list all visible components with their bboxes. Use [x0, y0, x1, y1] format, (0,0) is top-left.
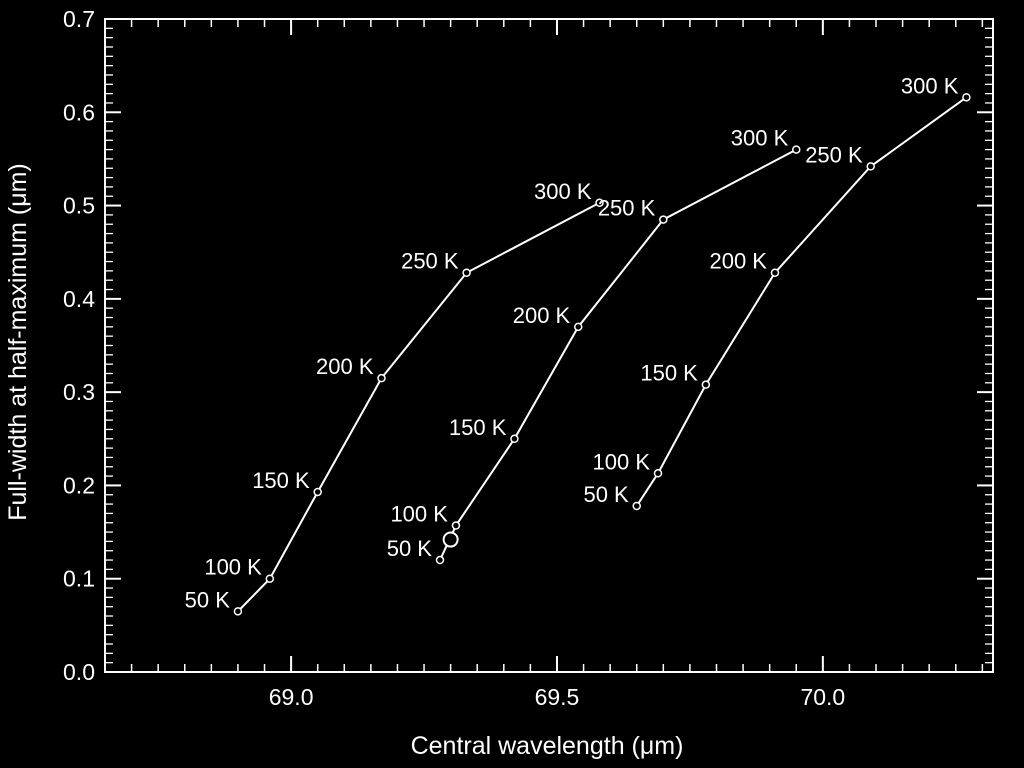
- series-1: 50 K 100 K 150 K 200 K 250 K 300 K: [185, 179, 604, 616]
- series-3: 50 K 100 K 150 K 200 K 250 K 300 K: [583, 73, 971, 511]
- data-point: [573, 322, 583, 332]
- data-point: [233, 607, 243, 616]
- point-label: 50 K: [387, 536, 433, 561]
- point-label: 250 K: [598, 196, 656, 221]
- data-point: [313, 487, 322, 497]
- data-point: [659, 215, 668, 224]
- y-tick-label: 0.0: [63, 659, 95, 685]
- x-tick-label: 69.5: [535, 684, 580, 710]
- data-point: [462, 268, 471, 277]
- point-label: 200 K: [316, 354, 374, 379]
- point-label: 200 K: [709, 249, 767, 274]
- highlight-marker: [442, 531, 459, 548]
- data-point: [962, 93, 971, 102]
- y-tick-label: 0.1: [63, 566, 95, 592]
- point-label: 250 K: [805, 142, 863, 167]
- data-point: [595, 198, 604, 208]
- point-label: 250 K: [401, 249, 459, 274]
- y-axis-label: Full-width at half-maximum (μm): [4, 163, 32, 521]
- series-line: [237, 201, 600, 613]
- point-label: 100 K: [593, 449, 651, 474]
- point-label: 150 K: [449, 415, 507, 440]
- data-point: [377, 373, 386, 383]
- data-point: [653, 469, 663, 478]
- x-tick-label: 70.0: [800, 684, 845, 710]
- point-label: 100 K: [390, 502, 448, 527]
- data-point: [510, 434, 519, 444]
- data-point: [792, 145, 801, 154]
- data-point: [866, 162, 875, 171]
- y-axis-ticks: 0.0 0.1 0.2 0.3 0.4 0.5 0.6 0.7: [63, 6, 993, 685]
- x-axis-label: Central wavelength (μm): [411, 732, 684, 760]
- series-line: [439, 148, 797, 561]
- point-label: 50 K: [583, 482, 629, 507]
- point-label: 100 K: [204, 555, 262, 580]
- data-point: [265, 574, 275, 583]
- point-label: 300 K: [534, 179, 592, 204]
- point-label: 150 K: [252, 468, 310, 493]
- point-label: 300 K: [731, 126, 789, 151]
- y-tick-label: 0.6: [63, 99, 95, 125]
- data-point: [701, 380, 711, 389]
- data-point: [451, 521, 461, 530]
- series-line: [635, 96, 967, 507]
- point-label: 50 K: [185, 587, 231, 612]
- y-tick-label: 0.4: [63, 286, 95, 312]
- y-tick-label: 0.5: [63, 193, 95, 219]
- x-tick-label: 69.0: [269, 684, 314, 710]
- x-axis-ticks: 69.0 69.5 70.0: [104, 19, 984, 710]
- y-tick-label: 0.2: [63, 472, 95, 498]
- point-label: 150 K: [640, 361, 698, 386]
- data-point: [632, 501, 641, 511]
- y-tick-label: 0.7: [63, 6, 95, 32]
- point-label: 200 K: [513, 303, 571, 328]
- data-point: [770, 268, 780, 277]
- point-label: 300 K: [901, 73, 959, 98]
- y-tick-label: 0.3: [63, 379, 95, 405]
- data-point: [435, 555, 445, 565]
